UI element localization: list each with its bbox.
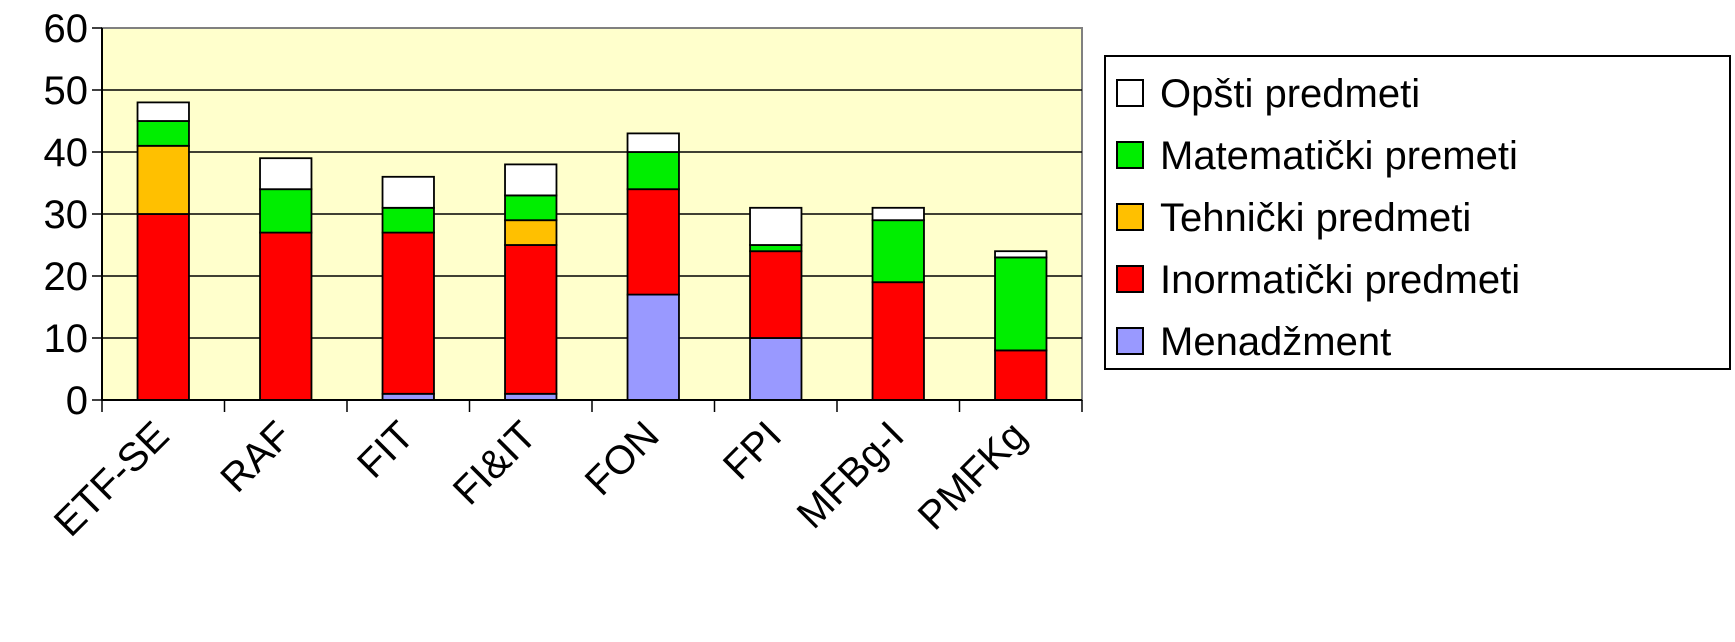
legend-box [1104,55,1731,370]
y-tick-label: 20 [44,255,89,299]
legend-label: Matematički premeti [1160,134,1518,178]
bar-segment [504,244,558,395]
legend-label: Menadžment [1160,320,1391,364]
y-tick-label: 10 [44,317,89,361]
bar-segment [504,163,558,197]
bar-segment [136,101,190,122]
bar-segment [994,256,1048,352]
legend-label: Opšti predmeti [1160,72,1420,116]
x-tick-label: ETF-SE [46,413,178,545]
bar-segment [626,188,680,296]
bar-segment [259,157,313,191]
legend-label: Inormatički predmeti [1160,258,1520,302]
bar-segment [381,175,435,209]
bar-segment [626,132,680,153]
y-tick-label: 40 [44,131,89,175]
bar-segment [136,120,190,147]
bar-segment [136,144,190,215]
bar-segment [749,206,803,246]
x-tick-label: PMFKg [910,413,1035,538]
bar-segment [749,337,803,401]
y-tick-label: 60 [44,7,89,51]
bar-segment [994,250,1048,259]
y-tick-label: 0 [66,379,88,423]
legend-swatch [1116,327,1144,355]
x-tick-label: MFBg-I [789,413,913,537]
bar-segment [871,206,925,222]
legend-swatch [1116,141,1144,169]
bar-segment [749,250,803,339]
legend-label: Tehnički predmeti [1160,196,1471,240]
bar-segment [381,231,435,395]
y-tick-label: 30 [44,193,89,237]
axes [92,27,1083,412]
bar-segment [136,213,190,401]
legend-swatch [1116,265,1144,293]
bar-segment [259,188,313,234]
legend-swatch [1116,79,1144,107]
x-tick-label: FPI [715,413,790,488]
legend: Opšti predmeti Matematički premeti Tehničk… [1104,55,1731,370]
bar-segment [871,219,925,284]
x-tick-label: FI&IT [445,413,545,513]
y-tick-labels: 0 10 20 30 40 50 60 [44,7,89,423]
bar-segment [381,206,435,234]
x-tick-label: FON [577,413,668,504]
bar-segment [504,219,558,246]
bars [136,101,1048,401]
y-tick-label: 50 [44,69,89,113]
x-tick-label: FIT [349,413,423,487]
legend-swatch [1116,203,1144,231]
x-tick-label: RAF [212,413,300,501]
bar-segment [626,293,680,401]
bar-segment [626,151,680,191]
bar-segment [259,231,313,401]
bar-segment [504,194,558,222]
bar-segment [871,281,925,401]
bar-segment [994,349,1048,401]
bar-segment [749,244,803,253]
